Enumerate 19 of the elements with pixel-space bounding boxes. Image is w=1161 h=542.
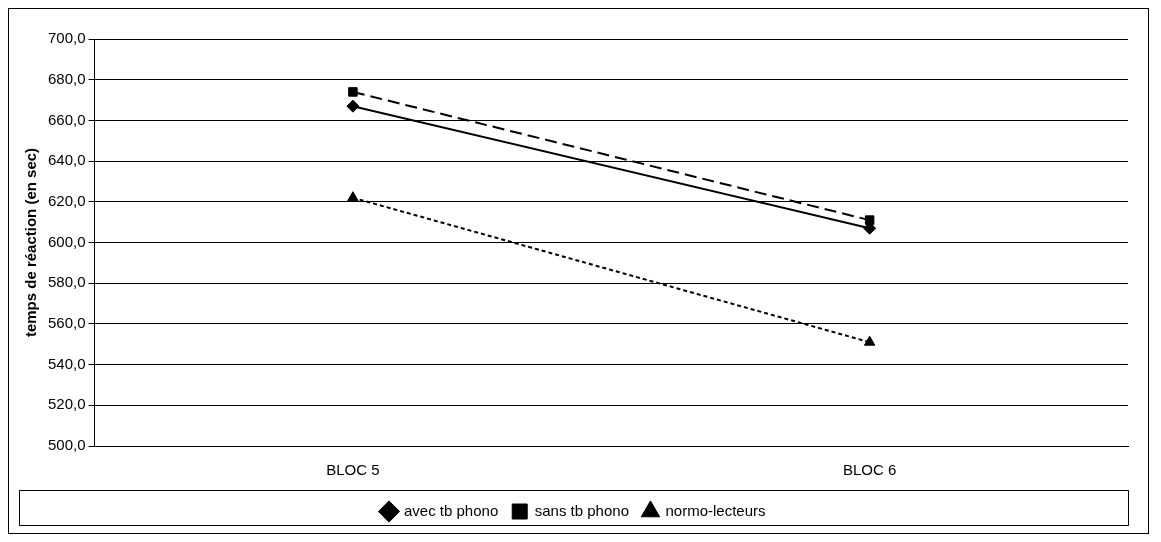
y-tick-label: 500,0 xyxy=(47,436,86,454)
y-tick-label: 560,0 xyxy=(47,314,86,332)
y-tick-label: 520,0 xyxy=(47,395,86,413)
point xyxy=(346,99,360,113)
legend-label: sans tb phono xyxy=(534,501,629,519)
y-tick-label: 660,0 xyxy=(47,110,86,128)
y-tick-label: 680,0 xyxy=(47,69,86,87)
y-axis-title: temps de réaction (en sec) xyxy=(22,147,40,338)
y-tick-label: 540,0 xyxy=(47,354,86,372)
x-tick-label: BLOC 6 xyxy=(842,461,897,479)
y-tick-label: 700,0 xyxy=(47,29,86,47)
y-tick-label: 580,0 xyxy=(47,273,86,291)
y-tick-label: 640,0 xyxy=(47,151,86,169)
y-tick-label: 600,0 xyxy=(47,232,86,250)
legend-label: avec tb phono xyxy=(403,501,499,519)
y-tick-label: 620,0 xyxy=(47,191,86,209)
point xyxy=(348,87,358,97)
legend-label: normo-lecteurs xyxy=(665,501,766,519)
x-tick-label: BLOC 5 xyxy=(326,461,380,479)
